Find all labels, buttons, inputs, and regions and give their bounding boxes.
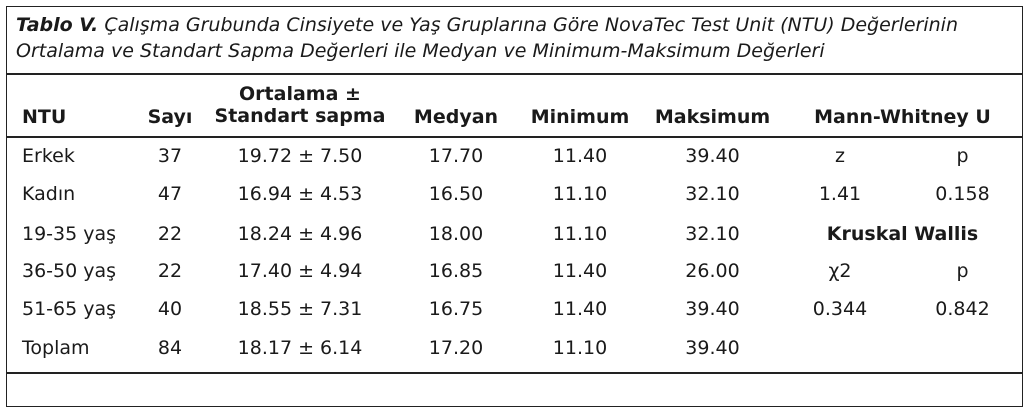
row-n: 47 xyxy=(157,183,183,205)
row-median: 17.70 xyxy=(428,145,484,167)
header-mann-whitney: Mann-Whitney U xyxy=(814,106,991,128)
mw-stat-value: 1.41 xyxy=(818,183,862,205)
header-rule xyxy=(6,136,1023,138)
mw-p-value: 0.158 xyxy=(935,183,990,205)
header-sayi: Sayı xyxy=(147,106,193,128)
row-mean-sd: 18.17 ± 6.14 xyxy=(237,337,363,359)
row-mean-sd: 18.55 ± 7.31 xyxy=(237,298,363,320)
row-mean-sd: 16.94 ± 4.53 xyxy=(237,183,363,205)
row-group: 19-35 yaş xyxy=(22,223,117,245)
caption-text: Çalışma Grubunda Cinsiyete ve Yaş Grupla… xyxy=(16,14,959,62)
row-max: 39.40 xyxy=(685,298,740,320)
row-group: 51-65 yaş xyxy=(22,298,117,320)
row-median: 18.00 xyxy=(428,223,484,245)
row-mean-sd: 17.40 ± 4.94 xyxy=(237,260,363,282)
header-minimum: Minimum xyxy=(530,106,630,128)
row-group: Kadın xyxy=(22,183,76,205)
row-n: 40 xyxy=(157,298,183,320)
row-min: 11.10 xyxy=(552,337,608,359)
header-ortalama-1: Ortalama ± xyxy=(239,83,361,105)
row-median: 16.85 xyxy=(428,260,484,282)
kw-stat-value: 0.344 xyxy=(812,298,868,320)
row-mean-sd: 19.72 ± 7.50 xyxy=(237,145,363,167)
kw-p-value: 0.842 xyxy=(935,298,990,320)
row-n: 22 xyxy=(157,260,183,282)
kw-title: Kruskal Wallis xyxy=(826,223,979,245)
row-group: 36-50 yaş xyxy=(22,260,117,282)
row-max: 26.00 xyxy=(685,260,740,282)
row-mean-sd: 18.24 ± 4.96 xyxy=(237,223,363,245)
bottom-rule xyxy=(6,372,1023,374)
row-min: 11.10 xyxy=(552,183,608,205)
row-min: 11.40 xyxy=(552,260,608,282)
table-caption: Tablo V. Çalışma Grubunda Cinsiyete ve Y… xyxy=(16,12,1006,64)
table-frame xyxy=(6,6,1023,407)
mw-stat-label: z xyxy=(835,145,845,167)
row-min: 11.40 xyxy=(552,298,608,320)
row-max: 39.40 xyxy=(685,337,740,359)
caption-label: Tablo V. xyxy=(16,14,99,36)
row-min: 11.10 xyxy=(552,223,608,245)
header-ntu: NTU xyxy=(22,106,67,128)
row-min: 11.40 xyxy=(552,145,608,167)
row-n: 84 xyxy=(157,337,183,359)
header-ortalama-2: Standart sapma xyxy=(214,105,386,127)
header-medyan: Medyan xyxy=(413,106,499,128)
header-maksimum: Maksimum xyxy=(654,106,771,128)
row-max: 32.10 xyxy=(685,183,740,205)
row-median: 16.75 xyxy=(428,298,484,320)
row-group: Toplam xyxy=(22,337,90,359)
row-median: 17.20 xyxy=(428,337,484,359)
row-group: Erkek xyxy=(22,145,75,167)
kw-p-label: p xyxy=(956,260,969,282)
row-max: 39.40 xyxy=(685,145,740,167)
top-rule xyxy=(6,73,1023,75)
row-n: 37 xyxy=(157,145,183,167)
row-max: 32.10 xyxy=(685,223,740,245)
mw-p-label: p xyxy=(956,145,969,167)
kw-stat-label: χ2 xyxy=(828,260,852,282)
row-median: 16.50 xyxy=(428,183,484,205)
row-n: 22 xyxy=(157,223,183,245)
